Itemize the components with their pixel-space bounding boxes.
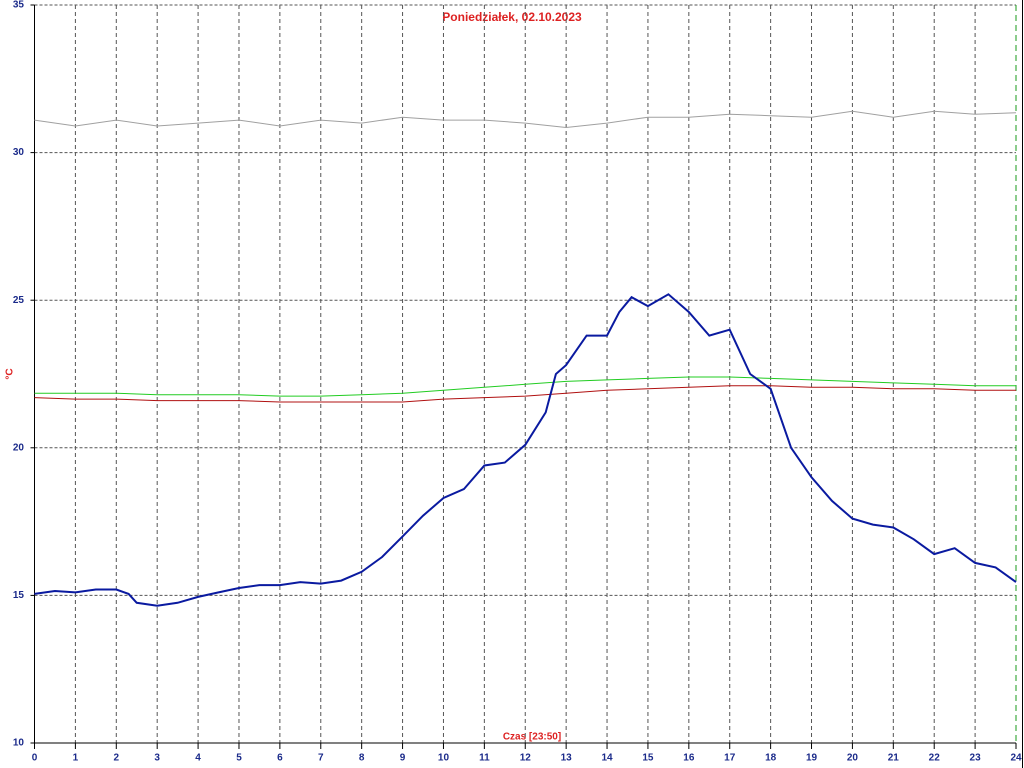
x-tick-label: 0 xyxy=(32,753,38,764)
x-tick-label: 5 xyxy=(236,753,242,764)
x-tick-label: 18 xyxy=(765,753,777,764)
series-line xyxy=(34,385,1016,403)
series-line xyxy=(34,293,1017,607)
y-tick-label: 15 xyxy=(13,590,25,601)
x-tick-label: 6 xyxy=(277,753,283,764)
x-tick-label: 10 xyxy=(438,753,450,764)
x-tick-label: 11 xyxy=(479,753,490,764)
x-tick-label: 3 xyxy=(154,753,160,764)
x-tick-label: 7 xyxy=(318,753,324,764)
y-tick-label: 20 xyxy=(13,442,25,453)
x-tick-label: 19 xyxy=(806,753,818,764)
x-tick-label: 8 xyxy=(359,753,365,764)
x-tick-label: 21 xyxy=(888,753,900,764)
x-tick-label: 23 xyxy=(970,753,982,764)
y-tick-label: 10 xyxy=(13,738,25,749)
x-tick-label: 14 xyxy=(601,753,613,764)
y-tick-label: 25 xyxy=(13,295,25,306)
x-tick-label: 1 xyxy=(73,753,79,764)
series-line xyxy=(34,376,1016,397)
x-tick-label: 12 xyxy=(520,753,532,764)
x-tick-label: 2 xyxy=(114,753,120,764)
x-tick-label: 24 xyxy=(1010,753,1022,764)
chart-title: Poniedziałek, 02.10.2023 xyxy=(442,10,582,24)
x-tick-label: 16 xyxy=(683,753,695,764)
x-tick-label: 13 xyxy=(561,753,573,764)
x-tick-label: 20 xyxy=(847,753,859,764)
series-line xyxy=(34,110,1017,129)
x-tick-label: 17 xyxy=(724,753,736,764)
x-axis-label: Czas [23:50] xyxy=(503,732,561,743)
y-tick-label: 35 xyxy=(13,0,25,11)
x-tick-label: 9 xyxy=(400,753,406,764)
x-tick-label: 22 xyxy=(929,753,941,764)
x-tick-label: 4 xyxy=(195,753,201,764)
y-tick-label: 30 xyxy=(13,147,25,158)
x-tick-label: 15 xyxy=(642,753,654,764)
y-axis-label: °C xyxy=(5,368,16,379)
